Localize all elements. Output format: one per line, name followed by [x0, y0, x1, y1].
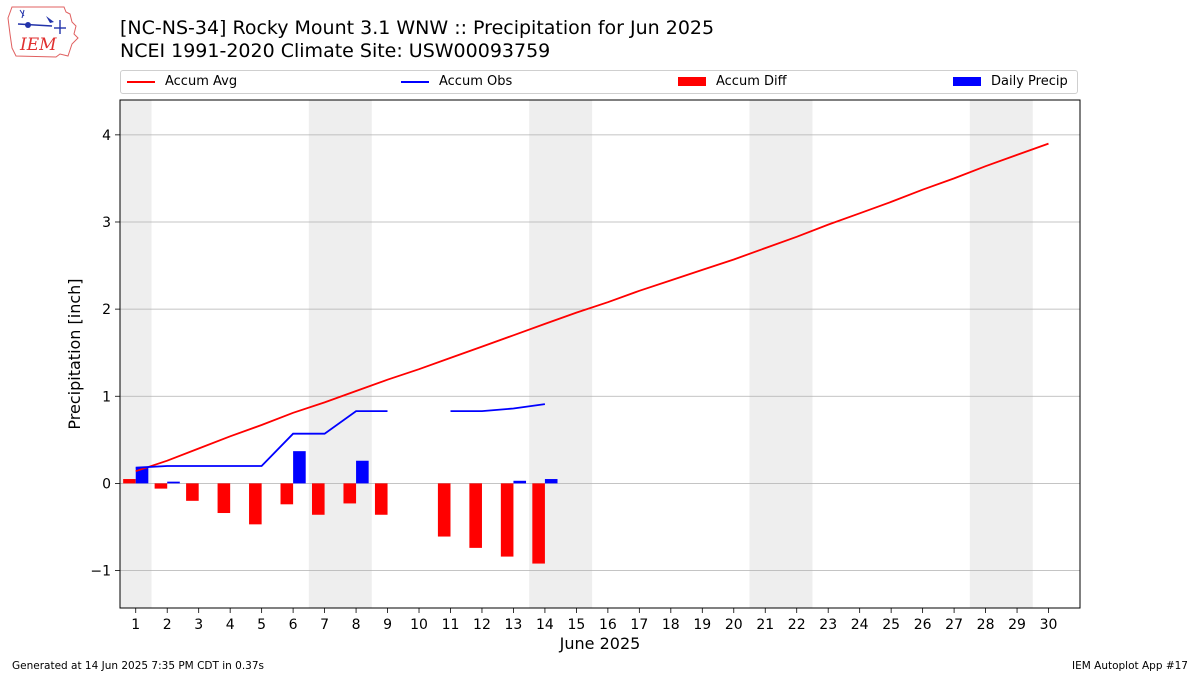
y-tick-label: 0	[102, 476, 111, 492]
x-tick-label: 15	[567, 617, 585, 633]
legend-item-accum-avg: Accum Avg	[127, 74, 237, 89]
x-axis-label: June 2025	[559, 634, 641, 653]
x-tick-label: 9	[383, 617, 392, 633]
x-tick-label: 14	[536, 617, 554, 633]
x-tick-label: 17	[630, 617, 648, 633]
x-tick-label: 16	[599, 617, 617, 633]
plot-frame	[119, 99, 1081, 609]
y-tick-label: −1	[90, 564, 111, 580]
accum-diff-bar	[123, 479, 136, 484]
daily-precip-bar	[135, 467, 149, 484]
x-tick-label: 10	[410, 617, 428, 633]
accum-diff-bar	[437, 483, 451, 537]
x-tick-label: 22	[788, 617, 806, 633]
x-tick-label: 27	[945, 617, 963, 633]
accum-diff-bar	[312, 483, 325, 515]
x-tick-label: 24	[851, 617, 869, 633]
x-tick-label: 26	[914, 617, 932, 633]
weekend-band	[308, 100, 372, 608]
legend-swatch-accum-avg	[127, 80, 155, 83]
legend-item-daily-precip: Daily Precip	[953, 74, 1068, 89]
x-tick-label: 3	[194, 617, 203, 633]
daily-precip-bar	[293, 451, 306, 484]
accum-diff-bar	[154, 483, 168, 489]
x-tick-label: 4	[226, 617, 235, 633]
x-tick-label: 1	[131, 617, 140, 633]
daily-precip-bar	[356, 460, 369, 484]
x-tick-label: 19	[693, 617, 711, 633]
x-tick-label: 20	[725, 617, 743, 633]
footer-generated: Generated at 14 Jun 2025 7:35 PM CDT in …	[12, 660, 265, 672]
y-tick-label: 4	[102, 128, 111, 144]
footer-app: IEM Autoplot App #17	[1072, 660, 1188, 672]
accum-diff-bar	[186, 483, 199, 501]
daily-precip-bar	[167, 481, 180, 484]
accum-diff-bar	[217, 483, 231, 514]
chart-subtitle: NCEI 1991-2020 Climate Site: USW00093759	[120, 40, 551, 62]
legend-label-daily-precip: Daily Precip	[991, 74, 1068, 89]
accum-diff-bar	[374, 483, 388, 515]
daily-precip-bar	[513, 480, 527, 484]
y-tick-label: 1	[102, 389, 111, 405]
legend-swatch-daily-precip	[953, 77, 981, 86]
legend-label-accum-avg: Accum Avg	[165, 74, 238, 89]
y-axis-label: Precipitation [inch]	[65, 278, 84, 429]
x-tick-label: 29	[1008, 617, 1026, 633]
x-tick-label: 8	[352, 617, 361, 633]
accum-diff-bar	[249, 483, 262, 525]
x-tick-label: 21	[756, 617, 774, 633]
x-tick-label: 2	[163, 617, 172, 633]
weekend-band	[969, 100, 1033, 608]
daily-precip-bar	[544, 479, 558, 484]
accum-diff-bar	[343, 483, 357, 504]
x-tick-label: 7	[320, 617, 329, 633]
weekend-band	[120, 100, 152, 608]
x-tick-label: 23	[819, 617, 837, 633]
legend-swatch-accum-obs	[401, 80, 429, 83]
accum-diff-bar	[469, 483, 482, 548]
accum-diff-bar	[280, 483, 294, 505]
x-tick-label: 11	[442, 617, 460, 633]
legend-label-accum-diff: Accum Diff	[716, 74, 787, 89]
x-tick-label: 6	[289, 617, 298, 633]
legend: Accum Avg Accum Obs Accum Diff Daily Pre…	[120, 70, 1078, 94]
x-tick-label: 28	[977, 617, 995, 633]
accum-diff-bar	[500, 483, 514, 557]
logo-text: IEM	[19, 35, 57, 55]
x-tick-label: 12	[473, 617, 491, 633]
y-tick-label: 2	[102, 302, 111, 318]
accum-obs-line	[450, 403, 546, 413]
y-tick-label: 3	[102, 215, 111, 231]
x-tick-label: 30	[1040, 617, 1058, 633]
legend-item-accum-obs: Accum Obs	[401, 74, 512, 89]
iem-logo: IEM	[7, 6, 79, 58]
x-tick-label: 13	[505, 617, 523, 633]
weekend-band	[749, 100, 813, 608]
x-tick-label: 5	[257, 617, 266, 633]
accum-avg-line	[135, 142, 1049, 473]
accum-diff-bar	[532, 483, 545, 564]
legend-label-accum-obs: Accum Obs	[439, 74, 513, 89]
legend-item-accum-diff: Accum Diff	[678, 74, 787, 89]
legend-swatch-accum-diff	[678, 77, 706, 86]
accum-obs-line	[135, 410, 388, 469]
chart-title: [NC-NS-34] Rocky Mount 3.1 WNW :: Precip…	[120, 17, 715, 39]
x-tick-label: 25	[882, 617, 900, 633]
x-tick-label: 18	[662, 617, 680, 633]
